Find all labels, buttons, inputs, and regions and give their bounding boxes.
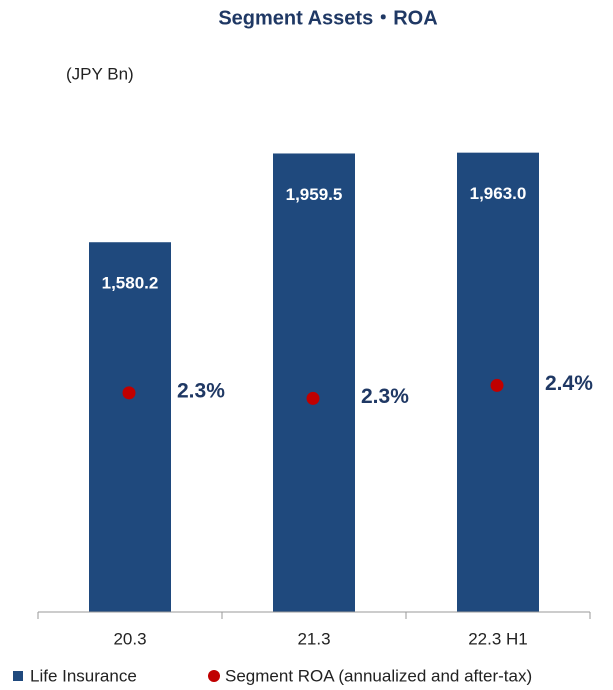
- roa-value-label: 2.3%: [361, 385, 409, 408]
- roa-value-label: 2.4%: [545, 372, 593, 395]
- x-tick-label: 22.3 H1: [468, 629, 528, 648]
- roa-dot: [306, 391, 320, 405]
- bar: [273, 153, 355, 613]
- roa-value-label: 2.3%: [177, 379, 225, 402]
- chart-title: Segment Assets・ROA: [218, 7, 437, 29]
- roa-dot: [490, 378, 504, 392]
- bar: [89, 242, 171, 612]
- bar-value-label: 1,963.0: [470, 184, 527, 203]
- bar-value-label: 1,580.2: [102, 274, 159, 293]
- bar-value-label: 1,959.5: [286, 185, 343, 204]
- legend-label: Segment ROA (annualized and after-tax): [225, 666, 532, 685]
- legend-label: Life Insurance: [30, 666, 137, 685]
- x-tick-label: 21.3: [297, 629, 330, 648]
- unit-label: (JPY Bn): [66, 64, 134, 83]
- roa-dot: [122, 386, 136, 400]
- x-tick-label: 20.3: [113, 629, 146, 648]
- legend-swatch: [208, 670, 220, 682]
- legend-swatch: [13, 671, 23, 681]
